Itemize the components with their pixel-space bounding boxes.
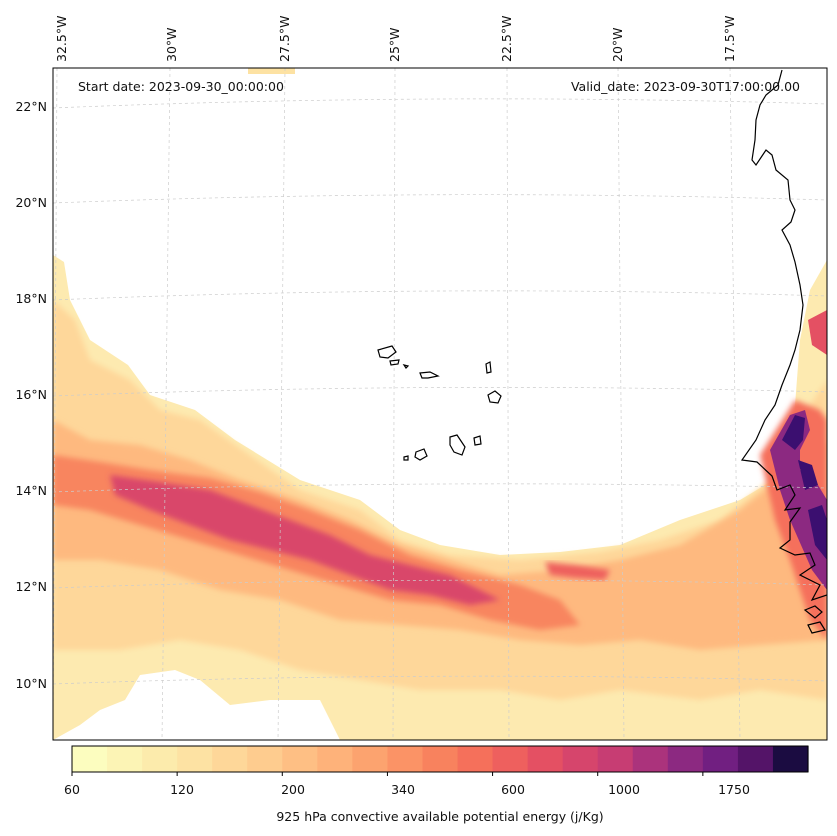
start-date-label: Start date: 2023-09-30_00:00:00: [78, 79, 284, 94]
island-sao-vicente: [389, 359, 400, 366]
map-frame: [52, 67, 828, 741]
island-santo-antao: [377, 345, 397, 359]
graticule: [53, 68, 827, 740]
longitude-labels: 32.5°W 30°W 27.5°W 25°W 22.5°W 20°W 17.5…: [54, 16, 737, 62]
lon-label-27-5: 27.5°W: [277, 16, 292, 62]
island-bissagos: [803, 605, 826, 634]
lat-label-10: 10°N: [15, 676, 47, 691]
colorbar-segment: [492, 746, 529, 772]
colorbar-tick-120: 120: [170, 782, 194, 797]
cape-north-coast: [808, 310, 827, 355]
colorbar-segment: [142, 746, 178, 772]
cape-band-5: [110, 475, 500, 605]
lat-label-16: 16°N: [15, 387, 47, 402]
colorbar-label: 925 hPa convective available potential e…: [276, 809, 603, 824]
colorbar-segment: [772, 746, 809, 772]
colorbar-segment: [597, 746, 634, 772]
colorbar-segment: [562, 746, 599, 772]
colorbar-segment: [737, 746, 774, 772]
lon-label-25: 25°W: [387, 27, 402, 62]
colorbar-segment: [282, 746, 318, 772]
colorbar-segment: [212, 746, 248, 772]
colorbar-segment: [317, 746, 353, 772]
cape-patch-1: [545, 562, 610, 580]
cape-top-strip: [248, 68, 295, 74]
island-sao-nicolau: [419, 371, 440, 379]
lat-label-20: 20°N: [15, 195, 47, 210]
colorbar-tick-200: 200: [281, 782, 305, 797]
colorbar-segment: [247, 746, 283, 772]
colorbar-segment: [457, 746, 494, 772]
island-boa-vista: [487, 390, 502, 404]
lon-label-22-5: 22.5°W: [499, 16, 514, 62]
colorbar-segment: [107, 746, 143, 772]
island-maio: [473, 435, 482, 446]
island-santa-luzia: [402, 364, 410, 369]
island-sal: [485, 361, 492, 374]
colorbar-segment: [667, 746, 704, 772]
lat-label-12: 12°N: [15, 579, 47, 594]
lon-label-20: 20°W: [610, 27, 625, 62]
coastline: [377, 69, 827, 634]
colorbar-segment: [72, 746, 108, 772]
lat-label-22: 22°N: [15, 99, 47, 114]
colorbar-segment: [632, 746, 669, 772]
lon-label-30: 30°W: [164, 27, 179, 62]
cape-coast-veryhigh: [770, 410, 827, 590]
colorbar-segment: [352, 746, 389, 772]
lon-label-32-5: 32.5°W: [54, 16, 69, 62]
colorbar-ticks: 60 120 200 340 600 1000 1750: [64, 782, 750, 797]
island-fogo: [414, 448, 428, 461]
africa-coastline: [740, 69, 827, 602]
colorbar-tick-1750: 1750: [718, 782, 750, 797]
lat-label-18: 18°N: [15, 291, 47, 306]
colorbar-segment: [177, 746, 213, 772]
colorbar-segment: [527, 746, 564, 772]
colorbar: [71, 745, 809, 776]
island-brava: [403, 455, 409, 461]
colorbar-segment: [702, 746, 739, 772]
cape-field: [53, 68, 827, 740]
lon-label-17-5: 17.5°W: [722, 16, 737, 62]
valid-date-label: Valid_date: 2023-09-30T17:00:00.00: [571, 79, 800, 94]
colorbar-frame: [71, 745, 809, 773]
colorbar-segment: [387, 746, 424, 772]
cape-band-3: [53, 420, 827, 650]
latitude-labels: 22°N 20°N 18°N 16°N 14°N 12°N 10°N: [15, 99, 47, 691]
colorbar-tick-600: 600: [501, 782, 525, 797]
colorbar-tick-60: 60: [64, 782, 80, 797]
island-santiago: [449, 434, 466, 456]
colorbar-tick-1000: 1000: [608, 782, 640, 797]
colorbar-segment: [422, 746, 459, 772]
colorbar-tick-340: 340: [391, 782, 415, 797]
lat-label-14: 14°N: [15, 483, 47, 498]
